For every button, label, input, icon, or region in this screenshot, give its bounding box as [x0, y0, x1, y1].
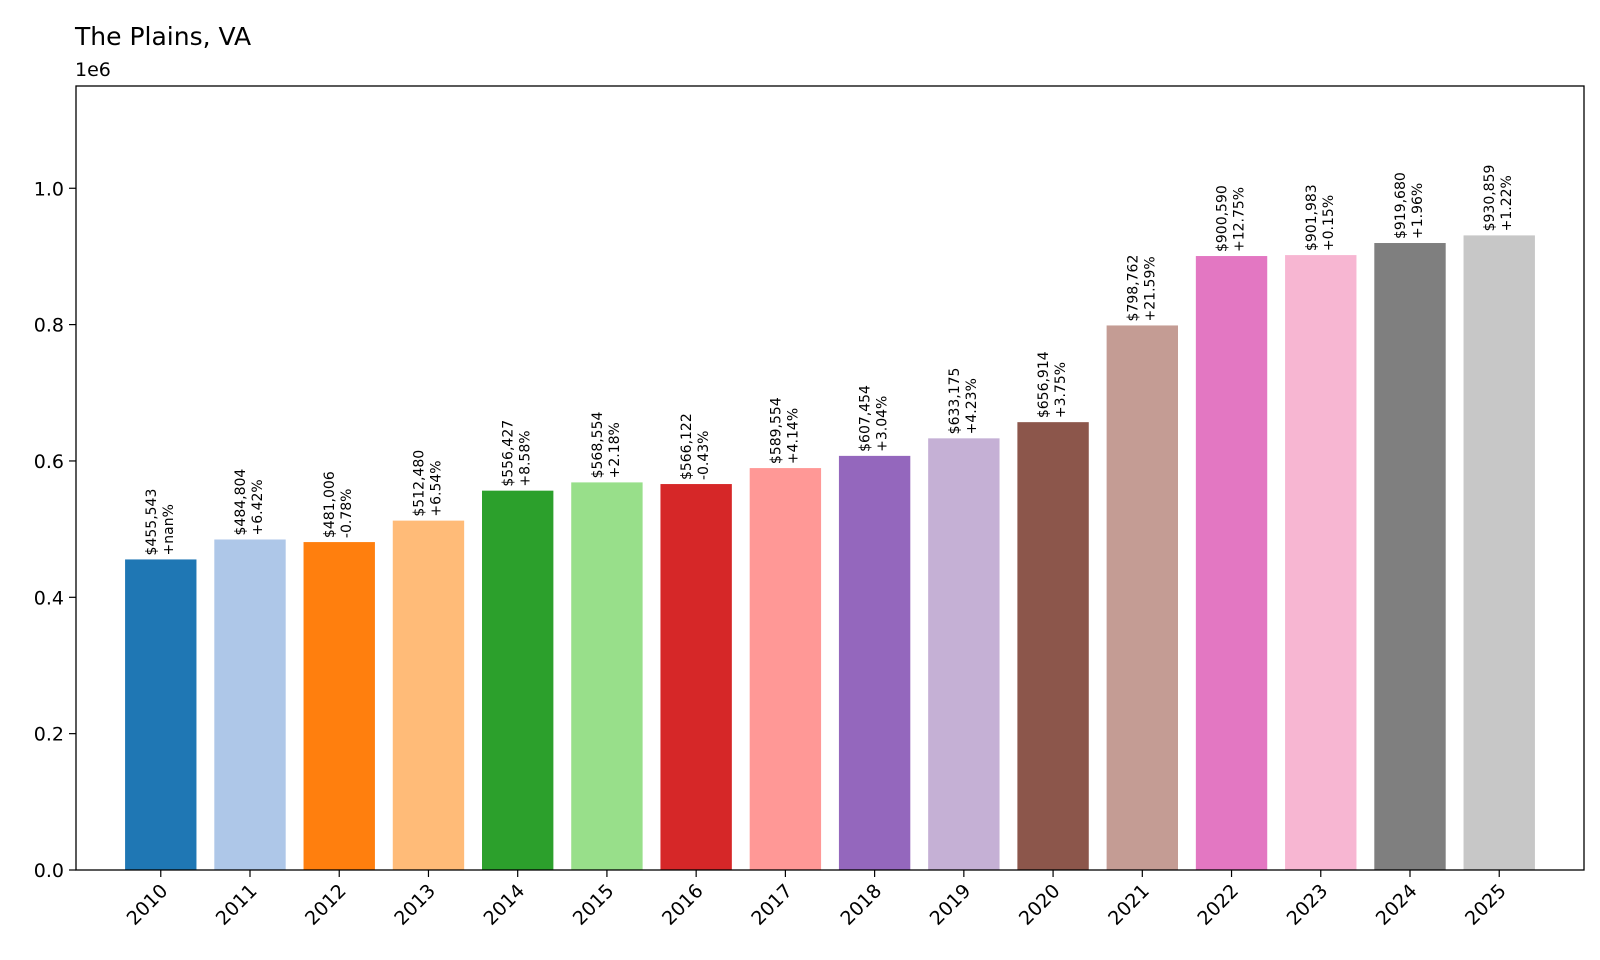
- bar-label-2015: $568,554+2.18%: [590, 412, 623, 479]
- bar-change-label: +3.04%: [875, 396, 891, 452]
- y-tick-label: 0.6: [34, 451, 64, 473]
- bar-2019: [928, 438, 1000, 870]
- bars-group: $455,543+nan% $484,804+6.42% $481,006-0.78…: [125, 165, 1535, 871]
- x-axis: 2010 2011 2012 2013 2014 2015 2016 2017 2018 2019…: [123, 870, 1511, 930]
- x-tick-label-2018: 2018: [836, 880, 886, 930]
- bar-change-label: +6.42%: [250, 479, 266, 535]
- y-tick-label: 0.2: [34, 724, 64, 746]
- bar-value-label: $566,122: [679, 413, 695, 480]
- x-tick-label-2024: 2024: [1372, 880, 1422, 930]
- bar-change-label: -0.43%: [696, 431, 712, 481]
- y-tick-label: 0.0: [34, 860, 64, 882]
- x-tick-label-2025: 2025: [1461, 880, 1511, 930]
- bar-value-label: $455,543: [144, 489, 160, 556]
- bar-2022: [1195, 256, 1268, 870]
- bar-2020: [1017, 422, 1089, 870]
- bar-2023: [1285, 255, 1357, 871]
- x-tick-label-2012: 2012: [301, 880, 351, 930]
- bar-label-2017: $589,554+4.14%: [768, 397, 801, 464]
- bar-2010: [125, 559, 197, 870]
- bar-value-label: $633,175: [947, 368, 963, 435]
- bar-label-2011: $484,804+6.42%: [233, 469, 266, 536]
- bar-change-label: -0.78%: [339, 489, 355, 539]
- bar-change-label: +4.23%: [964, 378, 980, 434]
- x-tick-label-2019: 2019: [926, 880, 976, 930]
- bar-value-label: $556,427: [501, 420, 517, 487]
- bar-change-label: +21.59%: [1142, 256, 1158, 321]
- bar-label-2018: $607,454+3.04%: [858, 385, 891, 452]
- x-tick-label-2016: 2016: [658, 880, 708, 930]
- bar-label-2014: $556,427+8.58%: [501, 420, 534, 487]
- bar-change-label: +2.18%: [607, 422, 623, 478]
- bar-change-label: +0.15%: [1321, 195, 1337, 251]
- bar-label-2016: $566,122-0.43%: [679, 413, 712, 480]
- bar-2014: [482, 490, 554, 870]
- y-tick-label: 0.4: [34, 587, 64, 609]
- bar-change-label: +12.75%: [1232, 187, 1248, 252]
- bar-label-2012: $481,006-0.78%: [322, 471, 355, 538]
- bar-label-2022: $900,590+12.75%: [1215, 185, 1248, 252]
- bar-change-label: +8.58%: [518, 430, 534, 486]
- bar-value-label: $656,914: [1036, 351, 1052, 418]
- y-tick-label: 1.0: [34, 178, 64, 200]
- bar-change-label: +4.14%: [785, 408, 801, 464]
- x-tick-label-2013: 2013: [390, 880, 440, 930]
- bar-change-label: +1.96%: [1410, 183, 1426, 239]
- bar-change-label: +nan%: [161, 504, 177, 555]
- bar-value-label: $930,859: [1482, 165, 1498, 232]
- bar-2018: [838, 455, 911, 870]
- bar-2025: [1463, 235, 1535, 871]
- y-tick-label: 0.8: [34, 315, 64, 337]
- x-tick-label-2010: 2010: [123, 880, 173, 930]
- x-tick-label-2011: 2011: [212, 880, 262, 930]
- bar-2024: [1374, 243, 1446, 870]
- bar-2013: [392, 520, 465, 870]
- x-tick-label-2021: 2021: [1104, 880, 1154, 930]
- bar-value-label: $589,554: [768, 397, 784, 464]
- bar-label-2025: $930,859+1.22%: [1482, 165, 1515, 232]
- x-tick-label-2017: 2017: [747, 880, 797, 930]
- bar-label-2010: $455,543+nan%: [144, 489, 177, 556]
- bar-value-label: $901,983: [1304, 184, 1320, 251]
- bar-value-label: $919,680: [1393, 172, 1409, 239]
- bar-2012: [303, 542, 375, 870]
- bar-value-label: $481,006: [322, 471, 338, 538]
- bar-2015: [571, 482, 643, 870]
- bar-label-2020: $656,914+3.75%: [1036, 351, 1069, 418]
- bar-value-label: $484,804: [233, 469, 249, 536]
- bar-value-label: $568,554: [590, 412, 606, 479]
- x-tick-label-2015: 2015: [569, 880, 619, 930]
- x-tick-label-2020: 2020: [1015, 880, 1065, 930]
- bar-2021: [1106, 325, 1178, 870]
- bar-2017: [749, 468, 822, 870]
- bar-label-2019: $633,175+4.23%: [947, 368, 980, 435]
- x-tick-label-2023: 2023: [1283, 880, 1333, 930]
- bar-label-2013: $512,480+6.54%: [411, 450, 444, 517]
- bar-change-label: +6.54%: [428, 460, 444, 516]
- bar-value-label: $798,762: [1125, 255, 1141, 322]
- plot-frame: [75, 85, 1585, 871]
- y-axis: 0.0 0.2 0.4 0.6 0.8 1.0: [34, 178, 76, 882]
- y-axis-offset-label: 1e6: [75, 59, 111, 81]
- bar-label-2023: $901,983+0.15%: [1304, 184, 1337, 251]
- bar-change-label: +1.22%: [1499, 175, 1515, 231]
- chart-title: The Plains, VA: [74, 22, 251, 51]
- x-tick-label-2022: 2022: [1193, 880, 1243, 930]
- bar-value-label: $607,454: [858, 385, 874, 452]
- bar-value-label: $512,480: [411, 450, 427, 517]
- bar-value-label: $900,590: [1215, 185, 1231, 252]
- bar-change-label: +3.75%: [1053, 362, 1069, 418]
- bar-label-2021: $798,762+21.59%: [1125, 255, 1158, 322]
- bar-label-2024: $919,680+1.96%: [1393, 172, 1426, 239]
- bar-2016: [660, 484, 732, 870]
- x-tick-label-2014: 2014: [479, 880, 529, 930]
- bar-2011: [214, 539, 286, 870]
